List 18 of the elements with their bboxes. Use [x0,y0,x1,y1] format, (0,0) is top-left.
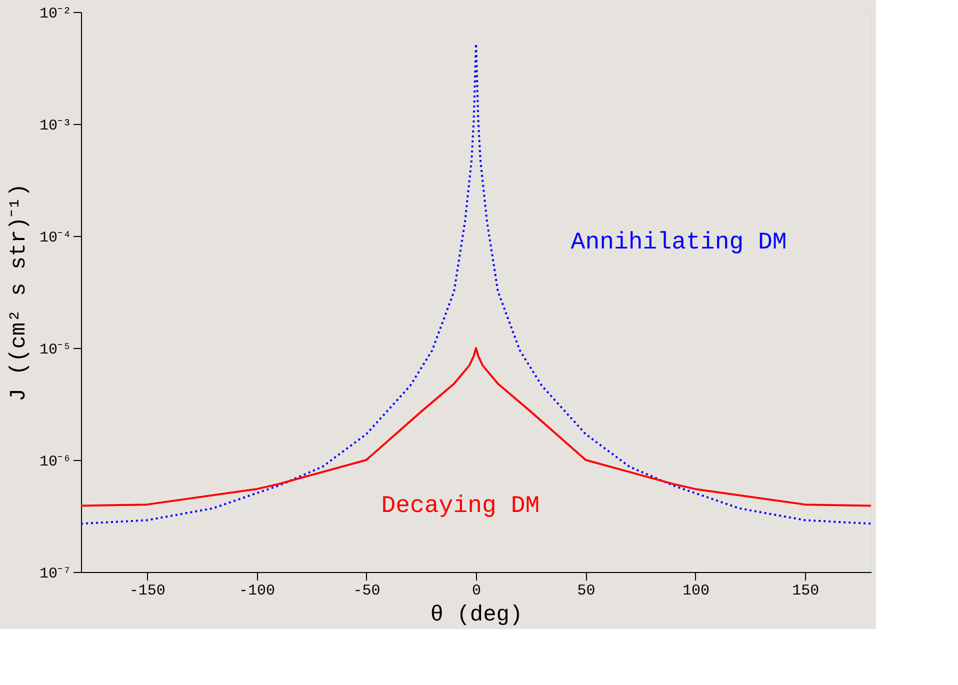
line-series [81,42,871,525]
y-tick-label: 10⁻⁴ [39,230,72,246]
x-tick-label: -50 [353,582,380,600]
y-tick-label: 10⁻⁶ [39,454,72,470]
x-tick-label: -150 [129,582,166,600]
series-label: Decaying DM [381,492,540,520]
x-tick-label: 0 [472,582,482,600]
text: Annihilating DM [570,230,787,257]
x-tick-label: 150 [792,582,820,600]
y-tick-label: 10⁻³ [39,118,72,134]
x-tick-label: -100 [239,582,276,600]
y-tick-label: 10⁻² [39,6,72,22]
y-tick-label: 10⁻⁵ [39,342,72,358]
x-tick-label: 100 [682,582,710,600]
y-tick-label: 10⁻⁷ [39,566,72,582]
x-axis-title: θ (deg) [430,602,523,628]
y-axis-title: J ((cm² s str)⁻¹) [6,183,32,402]
x-tick-label: 50 [577,582,596,600]
